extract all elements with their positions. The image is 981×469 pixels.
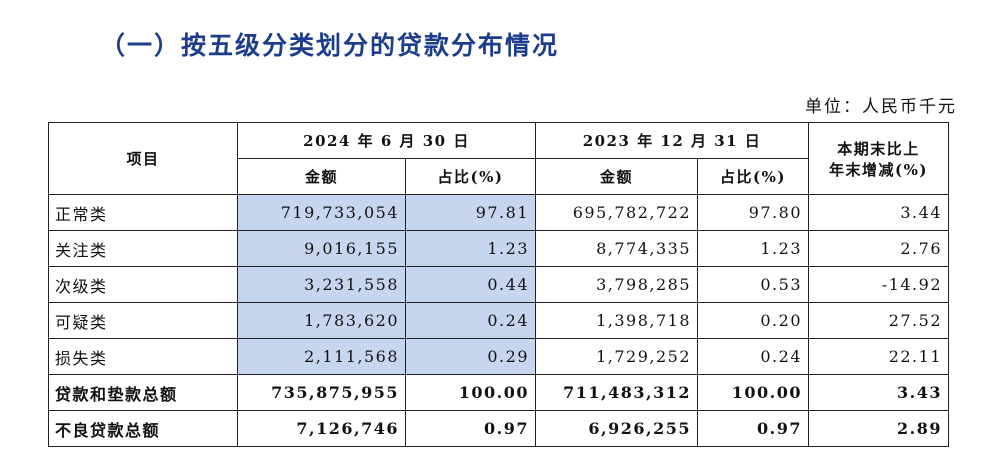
row-label: 损失类 (48, 338, 238, 375)
cell: 711,483,312 (535, 374, 698, 411)
loan-table: 项目 2024 年 6 月 30 日 2023 年 12 月 31 日 本期末比… (48, 122, 949, 447)
row-label: 不良贷款总额 (48, 410, 238, 447)
cell: 1.23 (405, 230, 536, 267)
table-row: 不良贷款总额 7,126,746 0.97 6,926,255 0.97 2.89 (48, 410, 949, 447)
table-row: 次级类 3,231,558 0.44 3,798,285 0.53 -14.92 (48, 266, 949, 303)
row-label: 次级类 (48, 266, 238, 303)
header-cell: 金额 (535, 158, 698, 195)
cell: 22.11 (808, 338, 949, 375)
header-cell: 项目 (48, 122, 238, 195)
cell: 9,016,155 (237, 230, 406, 267)
cell: 8,774,335 (535, 230, 698, 267)
cell: 1,398,718 (535, 302, 698, 339)
row-label: 正常类 (48, 194, 238, 231)
header-line: 本期末比上 (837, 139, 920, 158)
cell: -14.92 (808, 266, 949, 303)
table-row: 关注类 9,016,155 1.23 8,774,335 1.23 2.76 (48, 230, 949, 267)
cell: 735,875,955 (237, 374, 406, 411)
table-row: 损失类 2,111,568 0.29 1,729,252 0.24 22.11 (48, 338, 949, 375)
cell: 3,231,558 (237, 266, 406, 303)
cell: 1.23 (697, 230, 809, 267)
cell: 1,783,620 (237, 302, 406, 339)
row-label: 关注类 (48, 230, 238, 267)
cell: 6,926,255 (535, 410, 698, 447)
header-cell: 金额 (237, 158, 406, 195)
row-label: 贷款和垫款总额 (48, 374, 238, 411)
cell: 3.43 (808, 374, 949, 411)
cell: 100.00 (697, 374, 809, 411)
cell: 0.53 (697, 266, 809, 303)
cell: 2.89 (808, 410, 949, 447)
header-cell: 2023 年 12 月 31 日 (535, 122, 809, 159)
cell: 97.80 (697, 194, 809, 231)
cell: 0.29 (405, 338, 536, 375)
table-row: 贷款和垫款总额 735,875,955 100.00 711,483,312 100.0… (48, 374, 949, 411)
header-line: 年末增减(%) (829, 160, 928, 179)
cell: 27.52 (808, 302, 949, 339)
cell: 3,798,285 (535, 266, 698, 303)
header-cell: 本期末比上年末增减(%) (808, 122, 949, 195)
table-row: 可疑类 1,783,620 0.24 1,398,718 0.20 27.52 (48, 302, 949, 339)
cell: 3.44 (808, 194, 949, 231)
table-body: 正常类 719,733,054 97.81 695,782,722 97.80 3.44 关… (48, 194, 949, 447)
cell: 695,782,722 (535, 194, 698, 231)
cell: 0.97 (405, 410, 536, 447)
section-title: （一）按五级分类划分的贷款分布情况 (100, 31, 560, 60)
cell: 7,126,746 (237, 410, 406, 447)
row-label: 可疑类 (48, 302, 238, 339)
cell: 0.97 (697, 410, 809, 447)
cell: 2.76 (808, 230, 949, 267)
cell: 0.44 (405, 266, 536, 303)
cell: 719,733,054 (237, 194, 406, 231)
cell: 97.81 (405, 194, 536, 231)
cell: 100.00 (405, 374, 536, 411)
cell: 0.24 (405, 302, 536, 339)
table-row: 正常类 719,733,054 97.81 695,782,722 97.80 3.44 (48, 194, 949, 231)
header-cell: 占比(%) (697, 158, 809, 195)
cell: 0.20 (697, 302, 809, 339)
cell: 0.24 (697, 338, 809, 375)
cell: 2,111,568 (237, 338, 406, 375)
header-cell: 占比(%) (405, 158, 536, 195)
header-cell: 2024 年 6 月 30 日 (237, 122, 536, 159)
unit-note: 单位：人民币千元 (805, 97, 957, 117)
cell: 1,729,252 (535, 338, 698, 375)
